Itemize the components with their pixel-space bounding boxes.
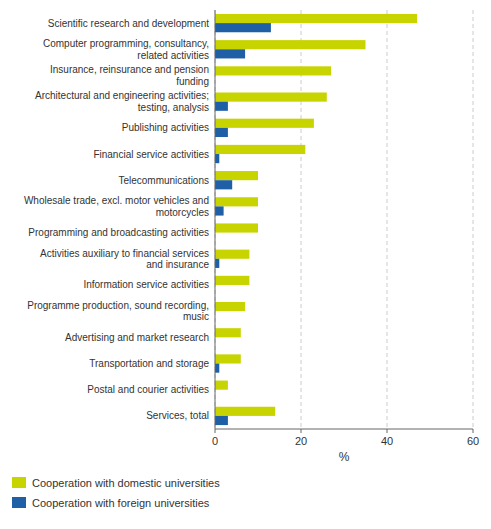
bar xyxy=(215,302,245,311)
y-tick-label-line: testing, analysis xyxy=(138,102,209,113)
x-tick xyxy=(215,429,216,433)
y-tick-label: Architectural and engineering activities… xyxy=(35,90,209,113)
bar xyxy=(215,14,417,23)
x-tick xyxy=(473,429,474,433)
y-tick-label: Information service activities xyxy=(83,279,209,290)
bar xyxy=(215,154,219,163)
y-tick-label-line: Activities auxiliary to financial servic… xyxy=(40,248,209,259)
y-tick-label-line: Insurance, reinsurance and pension xyxy=(50,64,209,75)
bar xyxy=(215,128,228,137)
y-axis-line xyxy=(215,10,216,429)
x-tick-label: 20 xyxy=(295,435,307,447)
y-tick-label-line: and insurance xyxy=(146,259,209,270)
grid-line xyxy=(215,10,216,429)
bar xyxy=(215,171,258,180)
legend-label: Cooperation with domestic universities xyxy=(32,477,220,489)
y-tick-label-line: Postal and courier activities xyxy=(87,384,209,395)
legend: Cooperation with domestic universities Co… xyxy=(12,477,220,509)
grid-line xyxy=(473,10,474,429)
bar xyxy=(215,364,219,373)
bar xyxy=(215,223,258,232)
legend-swatch xyxy=(12,477,26,488)
bar xyxy=(215,145,305,154)
bar xyxy=(215,328,241,337)
x-tick xyxy=(301,429,302,433)
y-tick-label: Insurance, reinsurance and pensionfundin… xyxy=(50,64,209,87)
y-tick-label-line: Programming and broadcasting activities xyxy=(28,227,209,238)
y-tick-label-line: Advertising and market research xyxy=(65,332,209,343)
y-tick-label-line: Wholesale trade, excl. motor vehicles an… xyxy=(24,195,209,206)
y-tick-label: Activities auxiliary to financial servic… xyxy=(40,248,209,271)
y-tick-label: Programme production, sound recording,mu… xyxy=(27,300,209,323)
y-tick-label-line: Services, total xyxy=(146,410,209,421)
bar xyxy=(215,23,271,32)
legend-swatch xyxy=(12,497,26,508)
grid xyxy=(215,10,473,429)
y-tick-label-line: Architectural and engineering activities… xyxy=(35,90,209,101)
y-tick-label-line: Financial service activities xyxy=(93,149,209,160)
bar xyxy=(215,197,258,206)
bar xyxy=(215,66,331,75)
y-tick-label: Programming and broadcasting activities xyxy=(28,227,209,238)
y-tick-label: Postal and courier activities xyxy=(87,384,209,395)
bar xyxy=(215,40,366,49)
y-tick-label: Financial service activities xyxy=(93,149,209,160)
bar xyxy=(215,381,228,390)
bar xyxy=(215,276,249,285)
grid-line xyxy=(387,10,388,429)
x-axis: 0 20 40 60 xyxy=(212,429,479,447)
y-tick-label-line: Programme production, sound recording, xyxy=(27,300,209,311)
bar xyxy=(215,416,228,425)
y-tick-label-line: Information service activities xyxy=(83,279,209,290)
y-tick-label: Scientific research and development xyxy=(48,18,209,29)
bar xyxy=(215,407,275,416)
bar xyxy=(215,92,327,101)
y-tick-label-line: Publishing activities xyxy=(122,122,209,133)
y-tick-label-line: music xyxy=(183,311,209,322)
y-tick-label-line: Telecommunications xyxy=(118,175,209,186)
bar xyxy=(215,250,249,259)
y-tick-label: Transportation and storage xyxy=(89,358,209,369)
bar xyxy=(215,119,314,128)
x-axis-line xyxy=(215,429,473,430)
bar xyxy=(215,259,219,268)
legend-label: Cooperation with foreign universities xyxy=(32,497,210,509)
chart: 0 20 40 60 Scientific research and developme… xyxy=(0,0,491,529)
x-tick-label: 40 xyxy=(381,435,393,447)
y-tick-label: Wholesale trade, excl. motor vehicles an… xyxy=(24,195,209,218)
y-tick-label: Publishing activities xyxy=(122,122,209,133)
y-axis: Scientific research and development Compu… xyxy=(24,10,215,429)
y-tick-label: Computer programming, consultancy,relate… xyxy=(43,38,209,61)
y-tick-label-line: funding xyxy=(176,76,209,87)
y-tick-label-line: Transportation and storage xyxy=(89,358,209,369)
y-tick-label-line: Scientific research and development xyxy=(48,18,209,29)
bar xyxy=(215,102,228,111)
x-axis-label: % xyxy=(339,450,350,464)
y-tick-label: Telecommunications xyxy=(118,175,209,186)
x-tick-label: 0 xyxy=(212,435,218,447)
y-tick-label-line: motorcycles xyxy=(156,207,209,218)
bar xyxy=(215,49,245,58)
bar xyxy=(215,354,241,363)
y-tick-label-line: Computer programming, consultancy, xyxy=(43,38,209,49)
bar xyxy=(215,206,224,215)
bar xyxy=(215,180,232,189)
y-tick-label: Services, total xyxy=(146,410,209,421)
y-tick-label-line: related activities xyxy=(137,50,209,61)
bars xyxy=(215,14,417,425)
y-tick-label: Advertising and market research xyxy=(65,332,209,343)
x-tick-label: 60 xyxy=(467,435,479,447)
x-tick xyxy=(387,429,388,433)
